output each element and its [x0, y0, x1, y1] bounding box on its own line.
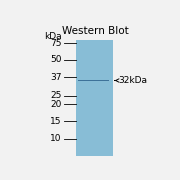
- Text: Western Blot: Western Blot: [62, 26, 128, 37]
- Text: 37: 37: [50, 73, 62, 82]
- Text: 10: 10: [50, 134, 62, 143]
- Text: 75: 75: [50, 39, 62, 48]
- Text: 32kDa: 32kDa: [119, 76, 148, 85]
- Bar: [76, 40, 113, 156]
- Text: 25: 25: [50, 91, 62, 100]
- Bar: [78, 80, 109, 81]
- Text: 50: 50: [50, 55, 62, 64]
- Text: 15: 15: [50, 117, 62, 126]
- Text: kDa: kDa: [44, 32, 62, 41]
- Text: 20: 20: [50, 100, 62, 109]
